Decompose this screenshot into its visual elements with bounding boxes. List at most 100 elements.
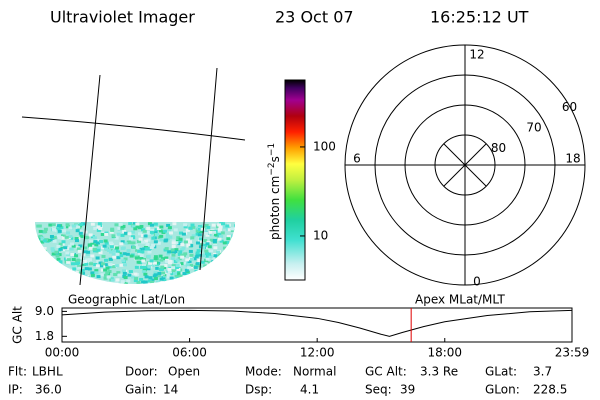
image-pixel (75, 270, 80, 274)
image-pixel (225, 241, 230, 245)
image-pixel (201, 276, 206, 280)
status-label: IP: (8, 383, 23, 397)
image-pixel (35, 252, 40, 256)
image-pixel (144, 275, 149, 279)
image-pixel (134, 265, 139, 269)
image-pixel (187, 266, 192, 270)
image-pixel (200, 278, 205, 282)
image-pixel (39, 279, 44, 283)
image-pixel (131, 241, 136, 245)
image-pixel (187, 259, 192, 263)
image-pixel (67, 269, 72, 273)
image-pixel (95, 256, 100, 260)
image-pixel (100, 232, 105, 236)
unit: s (268, 156, 282, 162)
image-pixel (158, 229, 163, 233)
image-pixel (222, 257, 227, 261)
image-pixel (205, 257, 210, 261)
status-label: GLon: (485, 383, 520, 397)
image-pixel (35, 273, 40, 277)
image-map (35, 222, 235, 284)
image-pixel (222, 281, 227, 284)
image-pixel (37, 224, 42, 228)
image-pixel (71, 257, 76, 261)
image-pixel (82, 259, 87, 263)
image-pixel (174, 265, 179, 269)
image-pixel (40, 236, 45, 240)
image-pixel (191, 234, 196, 238)
image-pixel (93, 263, 98, 267)
image-pixel (193, 265, 198, 269)
image-pixel (177, 252, 182, 256)
colorbar-tick-label: 100 (313, 139, 336, 153)
image-pixel (96, 225, 101, 229)
image-pixel (76, 258, 81, 262)
lat-line (21, 116, 246, 141)
image-pixel (39, 275, 44, 279)
image-pixel (208, 278, 213, 282)
image-pixel (222, 264, 227, 268)
image-pixel (95, 238, 100, 242)
image-pixel (47, 255, 52, 259)
lon-line (199, 67, 218, 271)
image-pixel (37, 283, 42, 284)
image-pixel (177, 272, 182, 276)
image-pixel (180, 255, 185, 259)
image-pixel (47, 271, 52, 275)
image-pixel (199, 281, 204, 284)
image-pixel (44, 267, 49, 271)
image-pixel (205, 242, 210, 246)
image-pixel (81, 272, 86, 276)
image-pixel (59, 267, 64, 271)
image-pixel (194, 255, 199, 259)
image-pixel (44, 273, 49, 277)
image-pixel (103, 268, 108, 272)
image-pixel (119, 263, 124, 267)
image-pixel (160, 265, 165, 269)
image-pixel (185, 228, 190, 232)
image-pixel (229, 250, 234, 254)
image-pixel (90, 222, 95, 226)
image-pixel (90, 241, 95, 245)
image-pixel (212, 230, 217, 234)
image-pixel (171, 239, 176, 243)
image-pixel (110, 228, 115, 232)
image-pixel (79, 234, 84, 238)
unit: photon cm (268, 176, 282, 240)
image-pixel (85, 258, 90, 262)
image-pixel (92, 236, 97, 240)
image-pixel (207, 245, 212, 249)
image-pixel (41, 259, 46, 263)
image-pixel (234, 255, 235, 259)
image-pixel (62, 229, 67, 233)
image-pixel (185, 270, 190, 274)
image-pixel (174, 241, 179, 245)
image-pixel (154, 228, 159, 232)
image-pixel (136, 260, 141, 264)
x-tick-label: 00:00 (45, 346, 80, 360)
image-pixel (114, 236, 119, 240)
image-pixel (180, 262, 185, 266)
status-label: Dsp: (245, 383, 272, 397)
image-pixel (208, 271, 213, 275)
lat-label: 80 (491, 141, 506, 155)
image-pixel (56, 257, 61, 261)
image-pixel (229, 267, 234, 271)
y-axis-label: GC Alt (11, 306, 25, 344)
image-pixel (145, 243, 150, 247)
x-tick-label: 12:00 (300, 346, 335, 360)
image-pixel (215, 268, 220, 272)
image-pixel (195, 272, 200, 276)
image-pixel (208, 230, 213, 234)
image-pixel (201, 246, 206, 250)
image-pixel (103, 276, 108, 280)
image-pixel (115, 252, 120, 256)
image-pixel (127, 232, 132, 236)
image-pixel (217, 223, 222, 227)
image-pixel (86, 279, 91, 283)
image-pixel (54, 250, 59, 254)
image-pixel (195, 241, 200, 245)
image-pixel (188, 280, 193, 284)
image-pixel (229, 251, 234, 255)
image-pixel (55, 278, 60, 282)
